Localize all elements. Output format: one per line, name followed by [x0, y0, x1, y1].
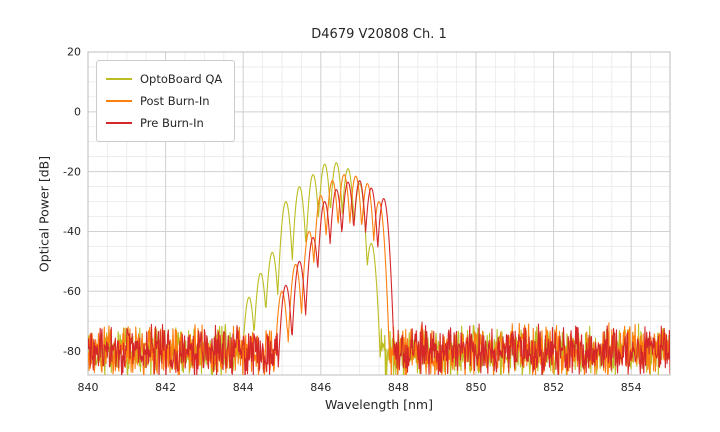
svg-text:20: 20 — [67, 46, 81, 59]
y-axis-label: Optical Power [dB] — [36, 155, 52, 273]
legend: OptoBoard QA Post Burn-In Pre Burn-In — [96, 60, 236, 142]
x-axis-label: Wavelength [nm] — [325, 397, 433, 412]
legend-label: Post Burn-In — [140, 94, 210, 108]
legend-label: OptoBoard QA — [140, 72, 223, 86]
legend-item-post-burn-in: Post Burn-In — [106, 90, 222, 112]
chart-title: D4679 V20808 Ch. 1 — [311, 27, 447, 42]
legend-line-swatch — [106, 78, 132, 80]
svg-text:848: 848 — [388, 381, 409, 394]
svg-text:-80: -80 — [63, 345, 81, 358]
svg-text:844: 844 — [233, 381, 254, 394]
legend-label: Pre Burn-In — [140, 116, 204, 130]
legend-line-swatch — [106, 122, 132, 124]
svg-text:846: 846 — [310, 381, 331, 394]
svg-text:-20: -20 — [63, 165, 81, 178]
svg-text:842: 842 — [155, 381, 176, 394]
legend-item-pre-burn-in: Pre Burn-In — [106, 112, 222, 134]
svg-text:854: 854 — [621, 381, 642, 394]
svg-text:852: 852 — [543, 381, 564, 394]
legend-item-optoboard-qa: OptoBoard QA — [106, 68, 222, 90]
svg-text:0: 0 — [74, 106, 81, 119]
svg-text:840: 840 — [78, 381, 99, 394]
svg-text:-60: -60 — [63, 285, 81, 298]
legend-line-swatch — [106, 100, 132, 102]
svg-text:850: 850 — [466, 381, 487, 394]
svg-text:-40: -40 — [63, 225, 81, 238]
